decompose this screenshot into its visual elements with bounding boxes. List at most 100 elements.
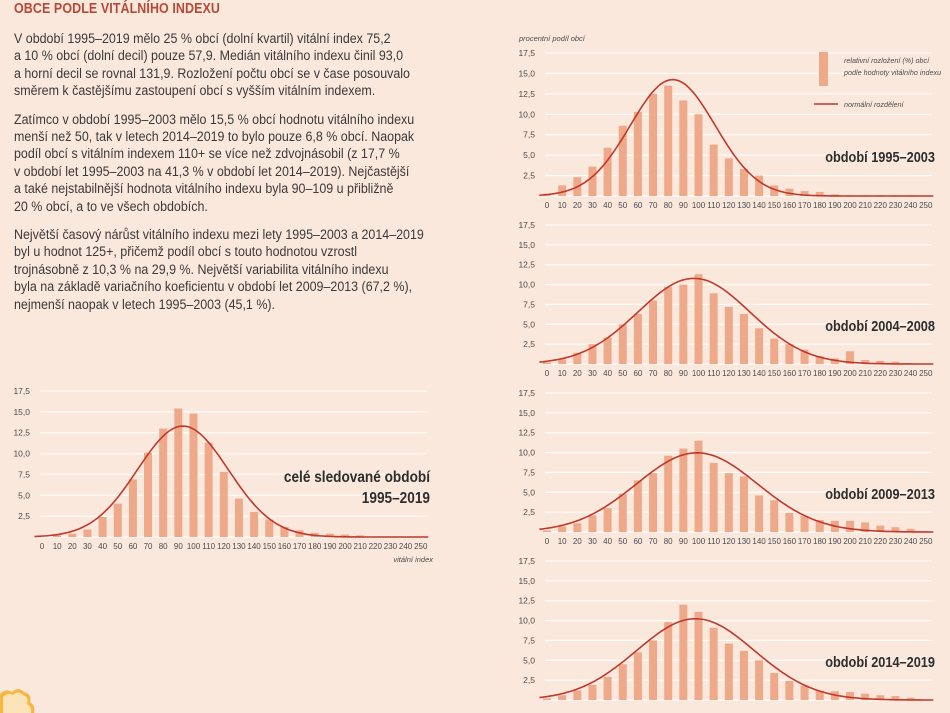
x-tick-label: 0: [545, 369, 550, 378]
bar: [770, 500, 779, 532]
bar: [800, 191, 809, 196]
bar: [558, 185, 567, 196]
y-tick-label: 2,5: [523, 675, 535, 685]
y-tick-label: 15,0: [13, 407, 30, 417]
bar: [724, 643, 733, 700]
x-tick-label: 190: [828, 369, 842, 378]
y-tick-label: 5,0: [523, 487, 535, 497]
y-tick-label: 10,0: [518, 448, 535, 458]
x-tick-label: 240: [904, 201, 918, 210]
y-tick-label: 10,0: [518, 280, 535, 290]
x-tick-label: 250: [919, 369, 933, 378]
normal-distribution-curve: [539, 451, 934, 533]
x-tick-label: 30: [588, 201, 597, 210]
x-tick-label: 70: [649, 369, 658, 378]
y-tick-label: 7,5: [523, 299, 535, 309]
text-line: byl u hodnot 125+, přičemž podíl obcí s …: [14, 244, 358, 260]
x-tick-label: 220: [874, 537, 888, 546]
bar: [876, 360, 885, 364]
y-tick-label: 7,5: [523, 635, 535, 645]
bar: [234, 498, 243, 537]
x-tick-label: 250: [919, 201, 933, 210]
y-tick-label: 12,5: [13, 428, 30, 438]
bar: [543, 530, 551, 532]
x-tick-label: 130: [232, 542, 246, 551]
y-tick-label: 15,0: [518, 68, 535, 78]
bar: [679, 284, 688, 364]
x-tick-label: 130: [737, 537, 751, 546]
x-axis-label: vitální index: [393, 555, 433, 564]
bar: [250, 511, 259, 537]
x-tick-label: 90: [679, 369, 688, 378]
bar: [649, 473, 658, 532]
bar: [543, 195, 551, 196]
bar: [800, 685, 809, 700]
x-tick-label: 10: [558, 201, 567, 210]
x-tick-label: 30: [588, 369, 597, 378]
decorative-corner-shape: [0, 689, 35, 713]
normal-distribution-curve: [539, 618, 934, 701]
bar: [573, 352, 582, 364]
chart-title: 1995–2019: [362, 490, 430, 507]
bar: [739, 476, 748, 532]
bar: [755, 328, 764, 364]
bar: [861, 693, 870, 700]
bar: [724, 306, 733, 364]
y-tick-label: 10,0: [518, 109, 535, 119]
x-tick-label: 70: [649, 537, 658, 546]
x-tick-label: 110: [202, 542, 215, 551]
x-tick-label: 120: [722, 201, 736, 210]
normal-distribution-curve: [539, 277, 934, 365]
x-tick-label: 40: [603, 369, 612, 378]
x-tick-label: 40: [603, 537, 612, 546]
bar: [800, 516, 809, 532]
x-tick-label: 170: [798, 537, 812, 546]
text-line: podíl obcí s vitálním indexem 110+ se ví…: [14, 146, 400, 162]
bar: [709, 462, 718, 532]
x-tick-label: 60: [633, 201, 642, 210]
bar: [664, 455, 673, 532]
y-tick-label: 5,0: [18, 490, 30, 500]
x-tick-label: 230: [889, 537, 903, 546]
x-tick-label: 10: [558, 369, 567, 378]
bar: [603, 337, 612, 364]
y-tick-label: 2,5: [523, 507, 535, 517]
bar: [846, 520, 854, 532]
bar: [543, 698, 551, 700]
x-tick-label: 10: [558, 537, 567, 546]
bar: [618, 125, 627, 196]
chart-period-2014-2019: 2,5 5,0 7,5 10,0 12,5 15,0 17,5 období 2014–201…: [518, 556, 935, 701]
x-tick-label: 220: [369, 542, 383, 551]
y-tick-label: 2,5: [523, 339, 535, 349]
x-tick-label: 220: [874, 201, 888, 210]
normal-distribution-curve: [539, 78, 934, 197]
x-tick-label: 250: [919, 537, 933, 546]
bar: [588, 515, 597, 532]
chart-title: období 2014–2019: [825, 654, 935, 670]
bar: [633, 652, 642, 700]
bar: [618, 664, 627, 700]
bar: [709, 293, 718, 364]
bar: [588, 684, 597, 700]
x-tick-label: 100: [692, 369, 706, 378]
text-line: nejmenší naopak v letech 1995–2003 (45,1…: [14, 296, 276, 312]
bar: [891, 361, 900, 364]
bar: [679, 604, 688, 700]
x-tick-label: 160: [783, 201, 797, 210]
x-tick-label: 40: [98, 542, 107, 551]
x-tick-label: 30: [83, 542, 92, 551]
bar: [846, 692, 854, 700]
y-tick-label: 2,5: [523, 171, 535, 181]
x-tick-label: 230: [384, 542, 398, 551]
chart-period-1995-2003: 2,5 5,0 7,5 10,0 12,5 15,0 17,5 0 10 20 30 40 50 60 70…: [518, 34, 941, 210]
x-tick-label: 180: [813, 369, 827, 378]
x-tick-label: 110: [707, 537, 720, 546]
x-tick-label: 160: [278, 542, 292, 551]
x-tick-label: 170: [293, 542, 307, 551]
chart-title: období 2004–2008: [825, 318, 935, 334]
x-tick-label: 50: [618, 537, 627, 546]
x-tick-label: 240: [904, 369, 918, 378]
bar: [785, 680, 794, 700]
bar: [543, 362, 551, 364]
x-tick-label: 230: [889, 201, 903, 210]
